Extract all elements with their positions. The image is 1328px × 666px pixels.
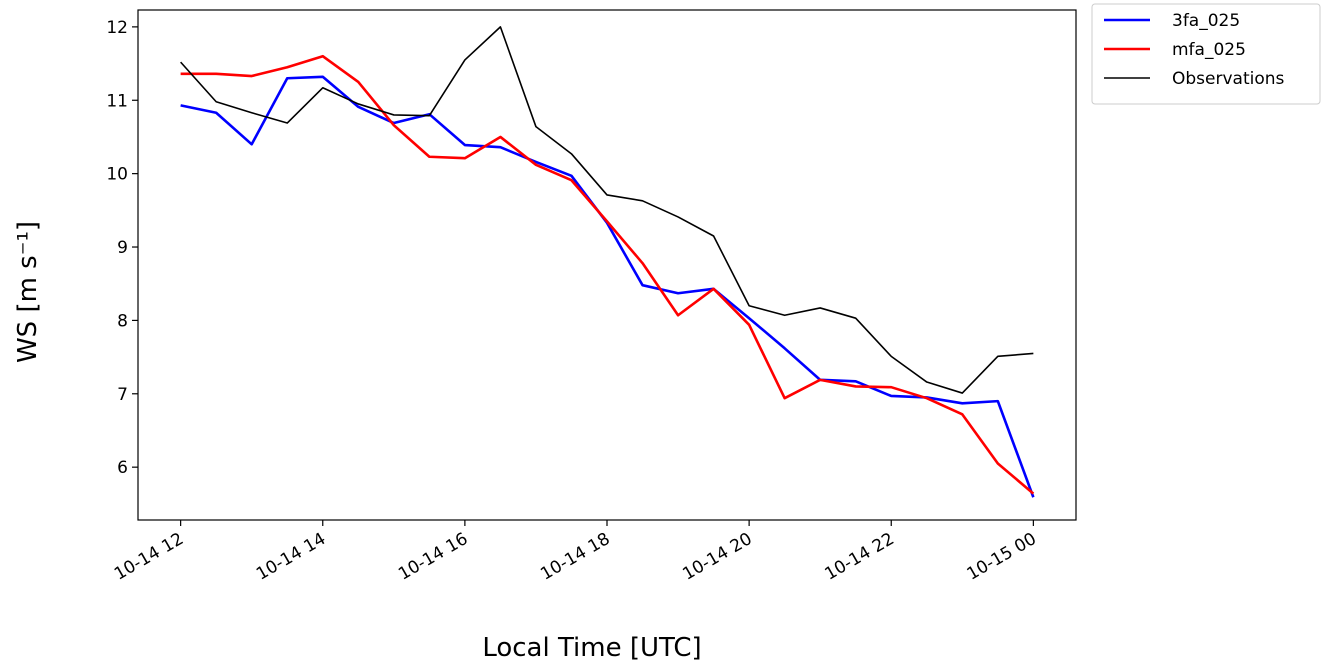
line-series <box>180 26 1034 394</box>
y-tick-label: 11 <box>106 91 128 111</box>
x-tick-label: 10-14 18 <box>537 529 613 585</box>
legend-label: Observations <box>1172 69 1285 89</box>
y-tick-label: 10 <box>106 165 128 185</box>
y-tick-label: 7 <box>117 385 128 405</box>
x-tick-label: 10-14 16 <box>395 529 471 585</box>
y-tick-label: 12 <box>106 18 128 38</box>
x-tick-label: 10-14 14 <box>253 529 329 585</box>
legend-box <box>1091 3 1321 105</box>
x-tick-label: 10-14 12 <box>111 529 187 585</box>
y-tick-label: 8 <box>117 311 128 331</box>
plot-frame <box>137 9 1077 521</box>
legend-label: mfa_025 <box>1172 40 1246 60</box>
line-series <box>180 75 1035 498</box>
x-axis-label: Local Time [UTC] <box>482 633 701 663</box>
legend-label: 3fa_025 <box>1172 11 1240 31</box>
y-tick-label: 9 <box>117 238 128 258</box>
line-series <box>180 54 1035 495</box>
x-tick-label: 10-14 22 <box>822 529 898 585</box>
x-tick-label: 10-14 20 <box>679 529 755 585</box>
y-tick-label: 6 <box>117 458 128 478</box>
x-tick-label: 10-15 00 <box>964 529 1040 585</box>
y-axis-label: WS [m s⁻¹] <box>13 221 43 363</box>
